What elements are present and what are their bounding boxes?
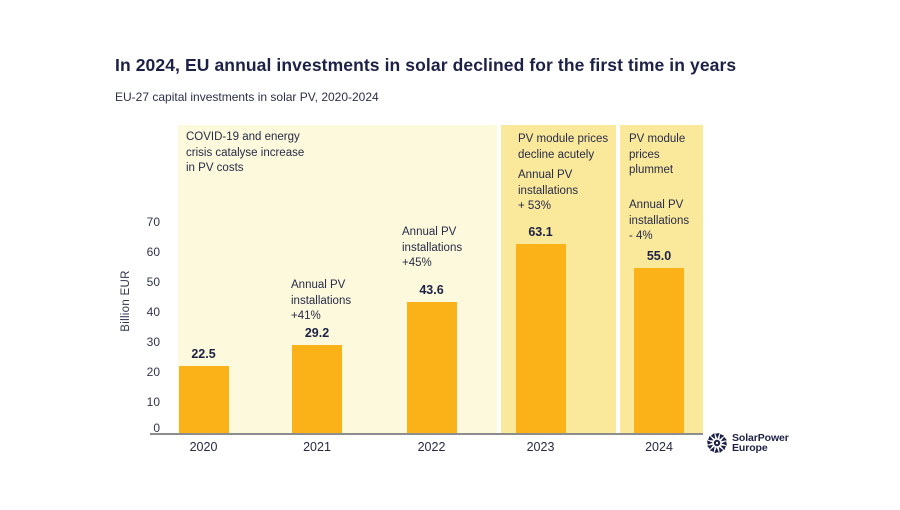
y-tick-60: 60 — [146, 245, 160, 259]
bar-2021 — [292, 345, 342, 433]
bar-value-2023: 63.1 — [528, 224, 553, 239]
annotation-2023-installations: Annual PV installations + 53% — [518, 169, 579, 212]
x-tick-2024: 2024 — [645, 440, 673, 454]
y-tick-70: 70 — [146, 215, 160, 229]
bar-2024 — [634, 268, 684, 433]
y-tick-50: 50 — [146, 275, 160, 289]
annotation-2022-installations: Annual PV installations +45% — [402, 226, 463, 269]
bar-2023 — [515, 243, 566, 433]
annotation-2024-installations: Annual PV installations - 4% — [629, 199, 690, 242]
page-subtitle: EU-27 capital investments in solar PV, 2… — [115, 90, 379, 104]
x-tick-2020: 2020 — [189, 440, 218, 454]
bar-2022 — [406, 302, 457, 433]
x-tick-2022: 2022 — [417, 440, 446, 454]
brand-logo: SolarPower Europe — [706, 432, 789, 454]
sun-logo-icon — [707, 433, 727, 453]
y-tick-20: 20 — [146, 365, 160, 379]
x-tick-2021: 2021 — [303, 440, 331, 454]
y-tick-30: 30 — [146, 335, 160, 349]
annotation-2021-installations: Annual PV installations +41% — [291, 279, 352, 322]
bar-value-2021: 29.2 — [304, 326, 330, 341]
brand-logo-text: SolarPower Europe — [732, 431, 789, 454]
page-title: In 2024, EU annual investments in solar … — [115, 55, 737, 75]
annotation-covid-crisis: COVID-19 and energy crisis catalyse incr… — [186, 131, 305, 174]
y-tick-0: 0 — [153, 421, 160, 435]
x-axis-line — [150, 433, 703, 435]
brand-name-line1: SolarPower — [732, 431, 789, 444]
annotation-2024-module-prices: PV module prices plummet — [629, 133, 686, 176]
y-tick-10: 10 — [146, 395, 160, 409]
bar-2020 — [178, 365, 229, 433]
bar-value-2020: 22.5 — [191, 346, 216, 361]
bar-value-2024: 55.0 — [646, 249, 672, 263]
bar-value-2022: 43.6 — [419, 283, 444, 298]
x-tick-2023: 2023 — [526, 440, 555, 454]
annotation-2023-module-prices: PV module prices decline acutely — [518, 133, 609, 161]
y-tick-40: 40 — [146, 305, 160, 319]
brand-name-line2: Europe — [732, 442, 768, 454]
